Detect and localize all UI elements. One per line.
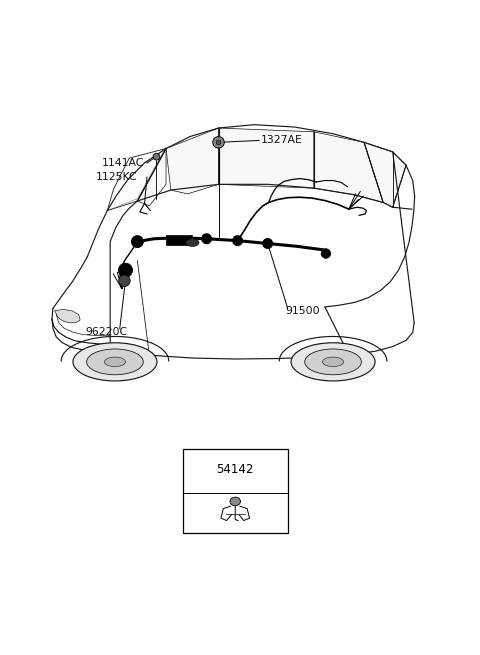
Circle shape bbox=[202, 234, 211, 244]
Text: 1125KC: 1125KC bbox=[96, 172, 137, 182]
Ellipse shape bbox=[86, 349, 144, 375]
Polygon shape bbox=[108, 149, 166, 210]
Circle shape bbox=[119, 275, 130, 286]
Ellipse shape bbox=[105, 357, 125, 367]
Polygon shape bbox=[314, 132, 383, 202]
Ellipse shape bbox=[323, 357, 344, 367]
Ellipse shape bbox=[186, 238, 199, 246]
Circle shape bbox=[118, 263, 132, 277]
Circle shape bbox=[213, 137, 224, 148]
Bar bbox=[183, 449, 288, 533]
Ellipse shape bbox=[305, 349, 361, 375]
Ellipse shape bbox=[291, 343, 375, 381]
Polygon shape bbox=[137, 149, 166, 206]
Circle shape bbox=[153, 153, 160, 160]
Polygon shape bbox=[166, 128, 218, 194]
Bar bbox=[166, 235, 192, 246]
Ellipse shape bbox=[73, 343, 157, 381]
Text: 91500: 91500 bbox=[285, 306, 320, 316]
Text: 1327AE: 1327AE bbox=[261, 136, 302, 145]
Ellipse shape bbox=[230, 497, 240, 506]
Text: 96220C: 96220C bbox=[85, 328, 127, 337]
Circle shape bbox=[321, 249, 331, 258]
Polygon shape bbox=[364, 142, 406, 207]
Polygon shape bbox=[218, 128, 314, 188]
Circle shape bbox=[263, 238, 273, 248]
Text: 54142: 54142 bbox=[216, 462, 254, 476]
Polygon shape bbox=[55, 309, 80, 323]
Circle shape bbox=[132, 236, 143, 248]
Text: 1141AC: 1141AC bbox=[102, 158, 144, 168]
Circle shape bbox=[216, 140, 221, 145]
Circle shape bbox=[233, 236, 242, 246]
